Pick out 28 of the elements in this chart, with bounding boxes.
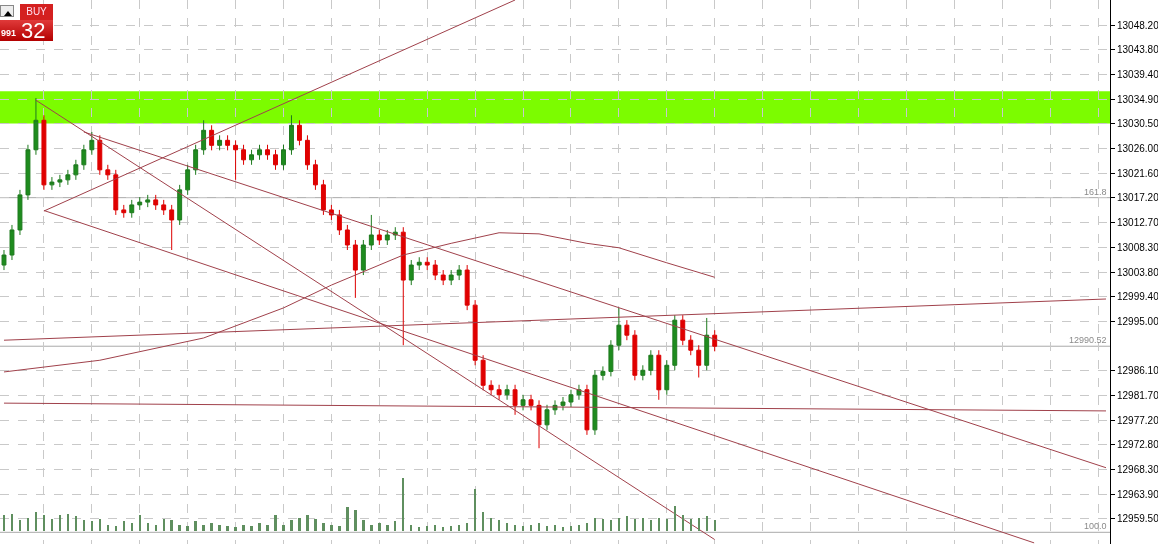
y-tick-label: 12972.80 [1117,439,1158,451]
annotation: 161.8 [1084,187,1107,197]
y-tick-label: 12986.10 [1117,365,1158,377]
y-tick-label: 12959.50 [1117,513,1158,525]
y-tick-label: 13048.20 [1117,19,1158,31]
annotation: 991 [1,28,17,38]
y-tick-label: 12995.00 [1117,315,1158,327]
y-tick-label: 13034.90 [1117,93,1158,105]
annotation: 100.0 [1084,521,1107,531]
annotation: 32 [21,18,46,43]
y-tick-label: 13043.80 [1117,44,1158,56]
y-tick-label: 12981.70 [1117,389,1158,401]
ref-line-label: 12990.52 [1069,335,1107,345]
y-tick-label: 13026.00 [1117,143,1158,155]
y-tick-label: 13017.20 [1117,192,1158,204]
y-tick-label: 12977.20 [1117,414,1158,426]
y-tick-label: 13039.40 [1117,68,1158,80]
y-tick-label: 13012.70 [1117,217,1158,229]
y-tick-label: 13030.50 [1117,118,1158,130]
y-tick-label: 13008.30 [1117,241,1158,253]
y-tick-label: 12999.40 [1117,291,1158,303]
y-tick-label: 13003.80 [1117,266,1158,278]
y-tick-label: 12968.30 [1117,464,1158,476]
y-tick-label: 13021.60 [1117,167,1158,179]
price-label: 991 32 [0,20,53,41]
annotation: BUY [26,6,47,17]
y-tick-label: 12963.90 [1117,488,1158,500]
buy-label: BUY [20,4,53,20]
